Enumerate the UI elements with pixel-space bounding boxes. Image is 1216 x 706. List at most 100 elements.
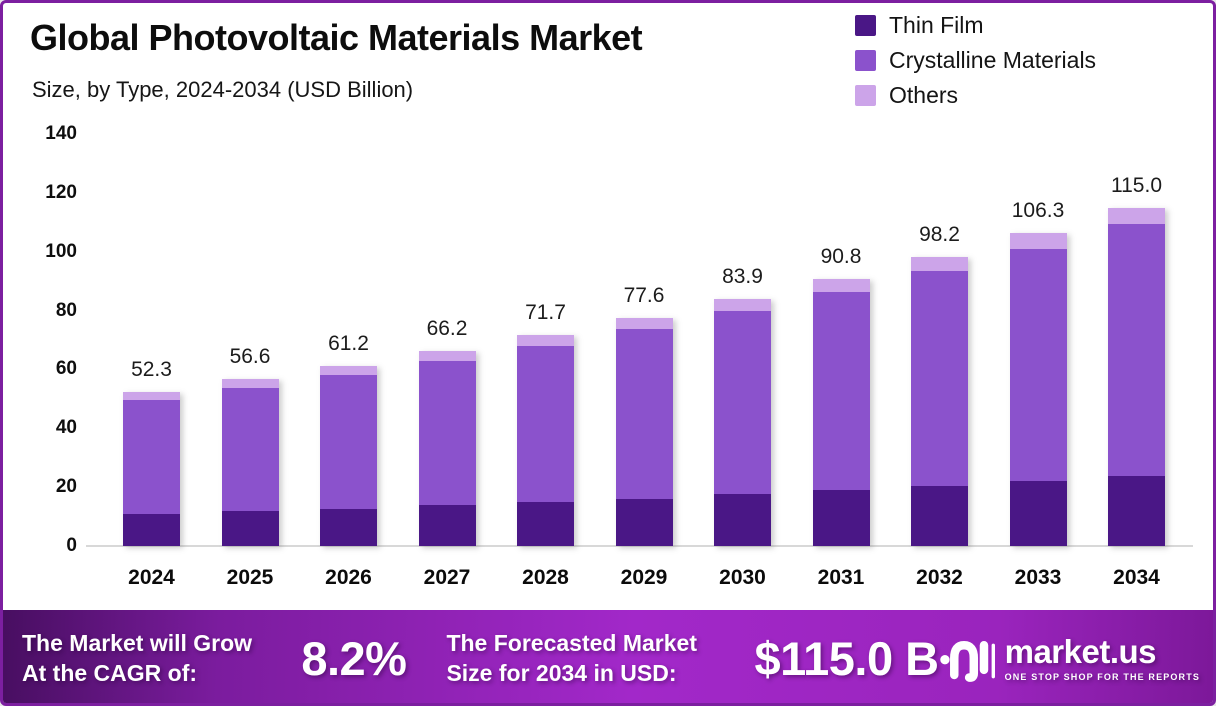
x-axis-tick-label-2028: 2028 — [522, 566, 569, 589]
bar-segment-others-2027 — [418, 351, 476, 361]
footer-banner: The Market will Grow At the CAGR of: 8.2… — [3, 610, 1213, 703]
bar-total-label-2026: 61.2 — [328, 331, 369, 355]
bar-total-label-2028: 71.7 — [525, 300, 566, 324]
y-axis-tick-label: 0 — [66, 535, 77, 556]
bar-2030 — [714, 299, 771, 546]
bar-segment-thin-film-2034 — [1108, 475, 1165, 546]
bar-segment-crystalline-materials-2024 — [123, 399, 180, 514]
y-axis-tick-label: 120 — [45, 181, 77, 203]
x-axis-tick-label-2024: 2024 — [128, 566, 175, 589]
legend-item-crystalline-materials: Crystalline Materials — [855, 46, 1097, 73]
bar-segment-thin-film-2032 — [911, 485, 968, 546]
x-axis-tick-label-2034: 2034 — [1113, 566, 1160, 589]
brand-name: market.us — [1004, 632, 1157, 670]
x-axis-tick-label-2025: 2025 — [226, 566, 274, 589]
y-axis-tick-label: 80 — [55, 299, 77, 321]
bar-segment-crystalline-materials-2030 — [714, 311, 771, 495]
legend-label: Others — [889, 81, 959, 108]
bar-total-label-2034: 115.0 — [1111, 173, 1162, 197]
legend-swatch-crystalline-materials — [855, 49, 876, 71]
bar-2027 — [418, 351, 476, 546]
bar-total-label-2024: 52.3 — [131, 358, 172, 382]
bar-total-label-2030: 83.9 — [722, 265, 763, 289]
bar-2031 — [812, 278, 870, 546]
market-us-logo-icon — [939, 641, 995, 682]
forecast-label-line1: The Forecasted Market — [446, 629, 697, 656]
bar-total-label-2027: 66.2 — [426, 317, 468, 341]
bar-segment-thin-film-2031 — [812, 490, 870, 546]
legend: Thin Film Crystalline Materials Others — [855, 11, 1097, 118]
cagr-label-line1: The Market will Grow — [22, 629, 253, 656]
x-axis-tick-label-2031: 2031 — [817, 566, 865, 589]
brand-tagline: ONE STOP SHOP FOR THE REPORTS — [1004, 671, 1200, 682]
legend-label: Thin Film — [889, 11, 984, 38]
legend-item-others: Others — [855, 81, 1096, 108]
x-axis-tick-label-2026: 2026 — [325, 566, 372, 589]
forecast-label-line2: Size for 2034 in USD: — [446, 660, 677, 686]
legend-item-thin-film: Thin Film — [855, 11, 1096, 38]
bar-segment-thin-film-2033 — [1009, 480, 1067, 546]
bar-segment-thin-film-2028 — [517, 502, 574, 546]
bar-segment-crystalline-materials-2025 — [221, 387, 279, 512]
bar-2028 — [517, 334, 574, 546]
y-axis-tick-label: 60 — [55, 358, 77, 380]
bar-segment-others-2029 — [615, 317, 673, 330]
bar-segment-others-2033 — [1009, 233, 1067, 249]
stacked-bar-chart: 0 20 40 60 80 100 120 140 52.3 2024 56.6 2025 61.2 20… — [3, 3, 1213, 614]
cagr-value: 8.2% — [301, 631, 407, 685]
brand-logo: market.us ONE STOP SHOP FOR THE REPORTS — [939, 632, 1200, 684]
bar-segment-thin-film-2029 — [615, 498, 673, 546]
legend-swatch-thin-film — [855, 14, 876, 36]
bar-segment-crystalline-materials-2031 — [812, 292, 870, 491]
bar-segment-crystalline-materials-2027 — [418, 360, 476, 506]
bar-2034 — [1108, 207, 1165, 546]
legend-swatch-others — [855, 84, 876, 106]
y-axis-tick-label: 40 — [55, 417, 77, 439]
bar-segment-others-2034 — [1108, 207, 1165, 225]
bar-segment-crystalline-materials-2033 — [1009, 248, 1067, 481]
cagr-label-line2: At the CAGR of: — [22, 660, 198, 686]
bar-segment-crystalline-materials-2034 — [1108, 224, 1165, 476]
bar-segment-thin-film-2026 — [320, 508, 377, 546]
bar-segment-others-2030 — [714, 299, 771, 312]
bar-segment-others-2031 — [812, 278, 870, 293]
x-axis-tick-label-2027: 2027 — [423, 566, 471, 589]
bar-segment-crystalline-materials-2029 — [615, 329, 673, 499]
x-axis-tick-label-2033: 2033 — [1014, 566, 1062, 589]
bar-segment-thin-film-2030 — [714, 494, 771, 546]
bar-segment-thin-film-2027 — [418, 505, 476, 546]
x-axis-tick-label-2032: 2032 — [916, 566, 963, 589]
bar-segment-others-2024 — [123, 392, 180, 400]
bar-total-label-2031: 90.8 — [820, 244, 862, 268]
x-axis-tick-label-2029: 2029 — [620, 566, 668, 589]
forecast-label: The Forecasted Market Size for 2034 in U… — [446, 628, 728, 689]
bar-segment-thin-film-2025 — [221, 511, 279, 546]
page-title: Global Photovoltaic Materials Market — [30, 17, 643, 58]
bar-segment-crystalline-materials-2026 — [320, 375, 377, 509]
bar-2032 — [911, 257, 968, 546]
legend-label: Crystalline Materials — [889, 46, 1097, 73]
bar-total-label-2033: 106.3 — [1011, 199, 1065, 223]
bar-2024 — [123, 392, 180, 546]
bar-segment-others-2025 — [221, 379, 279, 388]
forecast-value: $115.0 B — [754, 631, 939, 685]
brand-text: market.us ONE STOP SHOP FOR THE REPORTS — [1005, 635, 1200, 682]
bar-segment-others-2028 — [517, 334, 574, 346]
bar-2033 — [1009, 233, 1067, 546]
x-axis-line — [86, 545, 1193, 547]
page-subtitle: Size, by Type, 2024-2034 (USD Billion) — [32, 77, 414, 102]
y-axis-tick-label: 20 — [55, 476, 77, 498]
bar-2025 — [221, 379, 279, 546]
x-axis-tick-label-2030: 2030 — [719, 566, 766, 589]
bar-total-label-2029: 77.6 — [623, 283, 665, 307]
y-axis-tick-label: 140 — [45, 123, 77, 144]
bar-total-label-2032: 98.2 — [919, 223, 960, 246]
bar-2029 — [615, 317, 673, 546]
bar-2026 — [320, 365, 377, 546]
bar-segment-others-2032 — [911, 257, 968, 272]
bar-segment-others-2026 — [320, 365, 377, 375]
y-axis-tick-label: 100 — [45, 240, 77, 262]
cagr-label: The Market will Grow At the CAGR of: — [22, 628, 283, 689]
bar-segment-crystalline-materials-2032 — [911, 271, 968, 486]
